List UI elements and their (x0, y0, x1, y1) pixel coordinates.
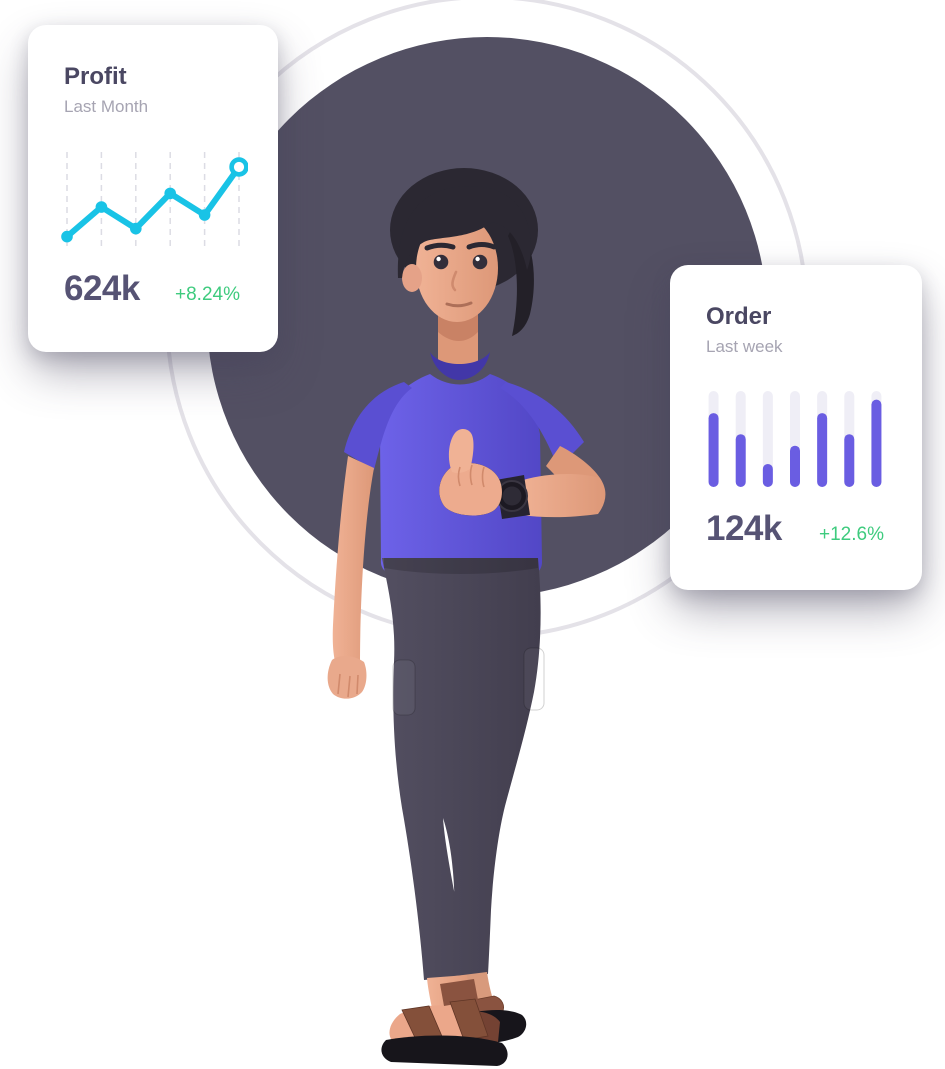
tshirt-collar (430, 352, 490, 380)
order-stats-row: 124k +12.6% (706, 509, 884, 549)
hand-left (327, 656, 367, 699)
cargo-pocket-left (392, 659, 416, 716)
order-delta: +12.6% (819, 524, 884, 545)
character-right-arm (439, 429, 606, 519)
profit-line-chart (61, 152, 248, 246)
sandal-front-ankle-strap (440, 979, 478, 1006)
watch-dial (502, 486, 522, 506)
hair-fringe (397, 185, 531, 278)
profit-card-subtitle: Last Month (64, 97, 149, 116)
nose (451, 270, 458, 292)
eye-left (433, 254, 449, 270)
sandal-front-sole (381, 1035, 508, 1066)
knuckle-lines (457, 464, 485, 488)
cargo-pocket-right (523, 647, 545, 711)
character-head (390, 168, 538, 372)
order-bar-chart (708, 391, 882, 487)
hand-left-fingers (337, 673, 359, 698)
character-feet (381, 972, 527, 1066)
forearm (516, 474, 606, 518)
profit-card-title: Profit (64, 63, 127, 90)
eye-glint-right (475, 256, 480, 262)
pants (382, 558, 541, 980)
tshirt-sleeve-left (344, 382, 412, 470)
profit-stats-row: 624k +8.24% (64, 269, 240, 309)
profit-delta: +8.24% (175, 284, 240, 305)
character-legs (382, 558, 545, 980)
fist-skin (439, 463, 502, 516)
order-card-subtitle: Last week (706, 337, 783, 356)
tshirt-sleeve-right (500, 382, 584, 468)
character-illustration (327, 168, 606, 1066)
eyebrow-left (424, 242, 456, 251)
order-card-title: Order (706, 303, 772, 330)
face (416, 214, 498, 322)
ear (402, 264, 422, 292)
eye-right (472, 254, 488, 270)
arm-hanging (332, 456, 374, 670)
mouth (445, 301, 473, 308)
sandal-front-strap-2 (449, 998, 489, 1041)
order-card: Order Last week 124k +12.6% (670, 265, 922, 590)
profit-value: 624k (64, 269, 140, 308)
order-value: 124k (706, 509, 782, 548)
eye-glint-left (436, 256, 441, 262)
profit-card: Profit Last Month 624k +8.24% (28, 25, 278, 352)
character-left-arm (327, 456, 374, 699)
eyebrow-right (466, 242, 497, 250)
hem-shadow (384, 558, 538, 574)
thumb-up (448, 429, 474, 473)
